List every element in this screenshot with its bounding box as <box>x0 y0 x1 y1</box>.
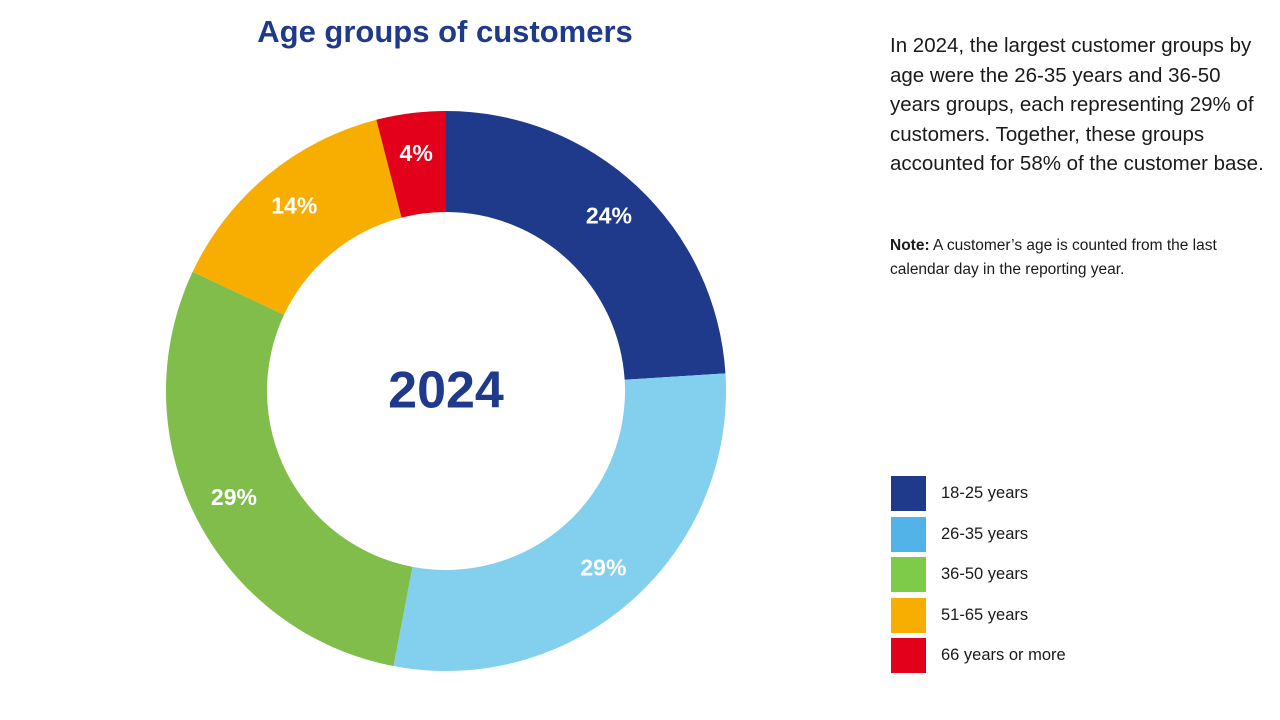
donut-slice-18-25 <box>446 111 726 380</box>
legend-item-51-65: 51-65 years <box>891 597 1191 633</box>
donut-chart: 24% 29% 29% 14% 4% 2024 <box>165 111 727 671</box>
legend-swatch-51-65 <box>891 597 926 633</box>
chart-title: Age groups of customers <box>257 14 633 49</box>
slice-label-36-50: 29% <box>211 484 257 510</box>
slice-label-18-25: 24% <box>586 203 632 229</box>
legend-swatch-18-25 <box>891 476 926 511</box>
legend-label-36-50: 36-50 years <box>941 565 1029 583</box>
legend-label-26-35: 26-35 years <box>941 524 1029 543</box>
donut-slice-51-65 <box>192 119 402 315</box>
donut-slice-26-35 <box>393 373 727 671</box>
legend-swatch-66-plus <box>891 638 926 673</box>
note-label: Note: <box>890 237 930 254</box>
legend-item-26-35: 26-35 years <box>891 516 1191 552</box>
legend-label-18-25: 18-25 years <box>941 484 1029 502</box>
donut-slice-66-plus <box>376 111 446 218</box>
slice-label-51-65: 14% <box>271 193 317 219</box>
summary-text: In 2024, the largest customer groups by … <box>890 34 1264 175</box>
legend-item-36-50: 36-50 years <box>891 557 1191 592</box>
slice-label-26-35: 29% <box>580 555 626 581</box>
center-year-label: 2024 <box>388 362 504 420</box>
donut-slice-labels: 24% 29% 29% 14% 4% <box>211 140 632 581</box>
legend-label-51-65: 51-65 years <box>941 605 1029 624</box>
note-body: A customer’s age is counted from the las… <box>890 237 1217 278</box>
legend-swatch-36-50 <box>891 557 926 592</box>
donut-slices <box>165 111 727 671</box>
slice-label-66-plus: 4% <box>400 140 433 166</box>
legend-swatch-26-35 <box>891 516 926 552</box>
note: Note: A customer’s age is counted from t… <box>890 234 1275 282</box>
legend-label-66-plus: 66 years or more <box>941 646 1066 664</box>
legend-item-66-plus: 66 years or more <box>891 638 1191 673</box>
donut-slice-36-50 <box>165 271 413 667</box>
legend: 18-25 years 26-35 years 36-50 years 51-6… <box>891 476 1191 679</box>
legend-item-18-25: 18-25 years <box>891 476 1191 511</box>
